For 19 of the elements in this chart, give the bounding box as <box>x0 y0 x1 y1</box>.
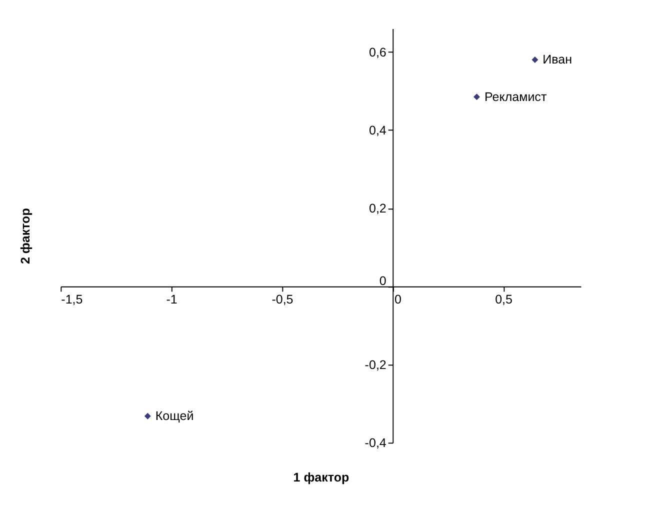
y-tick-label: 0,2 <box>368 202 386 216</box>
x-tick-label: 0,5 <box>495 292 513 306</box>
x-tick-label: -1,5 <box>61 292 83 306</box>
x-tick-label: -1 <box>166 292 178 306</box>
point <box>532 56 538 64</box>
x-tick-label: -0,5 <box>272 292 294 306</box>
series-label: Рекламист <box>484 90 547 104</box>
series-label: Кощей <box>155 408 194 423</box>
y-tick-label: -0,2 <box>364 358 386 372</box>
y-tick-label: -0,4 <box>364 436 386 450</box>
x-axis-title: 1 фактор <box>293 470 350 485</box>
point <box>474 94 480 100</box>
y-axis-title: 2 фактор <box>18 208 32 264</box>
x-tick-label: 0 <box>394 292 402 306</box>
y-tick-label: 0 <box>379 274 386 288</box>
series-label: Иван <box>542 52 572 67</box>
point <box>144 412 151 420</box>
y-tick-label: 0,6 <box>368 45 386 60</box>
y-tick-label: 0,4 <box>368 123 386 138</box>
